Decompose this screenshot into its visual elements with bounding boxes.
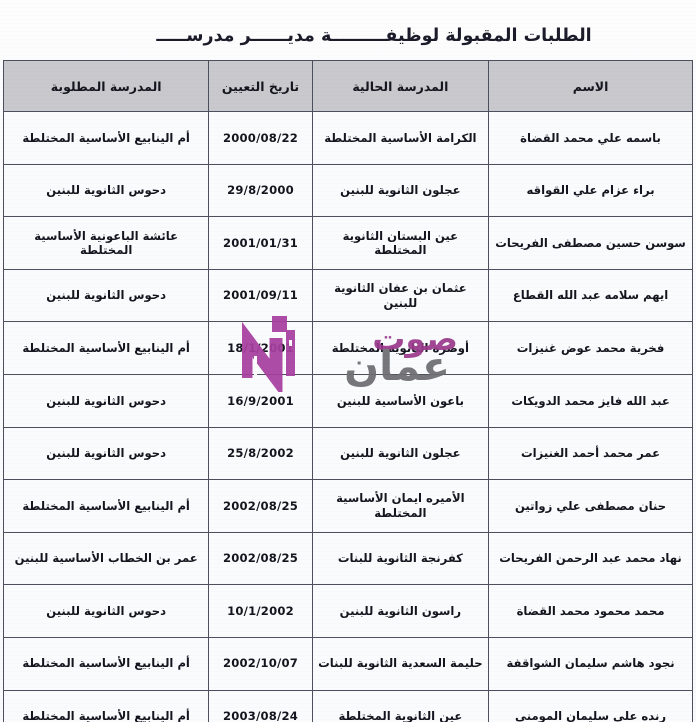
cell-current-school: الأميره ايمان الأساسية المختلطة [312, 480, 488, 533]
cell-current-school: عين الثانوية المختلطة [312, 690, 488, 722]
cell-name: رنده علي سليمان المومني [489, 690, 693, 722]
cell-current-school: عجلون الثانوية للبنين [312, 164, 488, 217]
table-container: الاسم المدرسة الحالية تاريخ التعيين المد… [3, 60, 693, 722]
cell-name: عمر محمد أحمد الغنيزات [489, 427, 693, 480]
cell-name: حنان مصطفى علي زواتين [489, 480, 693, 533]
cell-current-school: كفرنجة الثانوية للبنات [312, 532, 488, 585]
cell-requested-school: أم الينابيع الأساسية المختلطة [4, 322, 209, 375]
table-header: الاسم المدرسة الحالية تاريخ التعيين المد… [4, 61, 693, 112]
table-header-row: الاسم المدرسة الحالية تاريخ التعيين المد… [4, 61, 693, 112]
cell-current-school: راسون الثانوية للبنين [312, 585, 488, 638]
cell-appointment-date: 10/1/2002 [209, 585, 312, 638]
cell-name: براء عزام علي القواقه [489, 164, 693, 217]
cell-name: ايهم سلامه عبد الله القطاع [489, 269, 693, 322]
cell-requested-school: أم الينابيع الأساسية المختلطة [4, 480, 209, 533]
cell-requested-school: أم الينابيع الأساسية المختلطة [4, 637, 209, 690]
cell-requested-school: دحوس الثانوية للبنين [4, 427, 209, 480]
cell-requested-school: عائشة الباعونية الأساسية المختلطة [4, 217, 209, 270]
cell-name: سوسن حسين مصطفى الفريحات [489, 217, 693, 270]
cell-appointment-date: 2002/08/25 [209, 480, 312, 533]
cell-requested-school: دحوس الثانوية للبنين [4, 269, 209, 322]
cell-appointment-date: 16/9/2001 [209, 374, 312, 427]
cell-name: نهاد محمد عبد الرحمن الفريحات [489, 532, 693, 585]
cell-current-school: الكرامة الأساسية المختلطة [312, 112, 488, 165]
cell-current-school: عين البستان الثانوية المختلطة [312, 217, 488, 270]
cell-appointment-date: 2000/08/22 [209, 112, 312, 165]
cell-appointment-date: 18/1/2001 [209, 322, 312, 375]
cell-name: نجود هاشم سليمان الشواقفة [489, 637, 693, 690]
cell-requested-school: دحوس الثانوية للبنين [4, 585, 209, 638]
cell-appointment-date: 2003/08/24 [209, 690, 312, 722]
cell-current-school: أوصره الثانوية المختلطة [312, 322, 488, 375]
cell-name: باسمه علي محمد القضاة [489, 112, 693, 165]
cell-current-school: عثمان بن عفان الثانوية للبنين [312, 269, 488, 322]
cell-name: محمد محمود محمد القضاة [489, 585, 693, 638]
cell-name: عبد الله فايز محمد الدويكات [489, 374, 693, 427]
column-header-appointment-date: تاريخ التعيين [209, 61, 312, 112]
cell-appointment-date: 29/8/2000 [209, 164, 312, 217]
cell-current-school: عجلون الثانوية للبنين [312, 427, 488, 480]
column-header-requested-school: المدرسة المطلوبة [4, 61, 209, 112]
cell-requested-school: دحوس الثانوية للبنين [4, 374, 209, 427]
cell-current-school: حليمة السعدية الثانوية للبنات [312, 637, 488, 690]
cell-requested-school: دحوس الثانوية للبنين [4, 164, 209, 217]
cell-appointment-date: 2002/10/07 [209, 637, 312, 690]
cell-requested-school: أم الينابيع الأساسية المختلطة [4, 690, 209, 722]
cell-name: فخرية محمد عوض غنيزات [489, 322, 693, 375]
cell-requested-school: أم الينابيع الأساسية المختلطة [4, 112, 209, 165]
cell-appointment-date: 2001/01/31 [209, 217, 312, 270]
cell-requested-school: عمر بن الخطاب الأساسية للبنين [4, 532, 209, 585]
column-header-current-school: المدرسة الحالية [312, 61, 488, 112]
cell-appointment-date: 2002/08/25 [209, 532, 312, 585]
cell-current-school: باعون الأساسية للبنين [312, 374, 488, 427]
column-header-name: الاسم [489, 61, 693, 112]
cell-appointment-date: 25/8/2002 [209, 427, 312, 480]
cell-appointment-date: 2001/09/11 [209, 269, 312, 322]
applications-table: الاسم المدرسة الحالية تاريخ التعيين المد… [3, 60, 693, 722]
title-band: الطلبات المقبولة لوظيفـــــــــة مديــــ… [0, 16, 696, 56]
page-title: الطلبات المقبولة لوظيفـــــــــة مديــــ… [156, 26, 591, 46]
